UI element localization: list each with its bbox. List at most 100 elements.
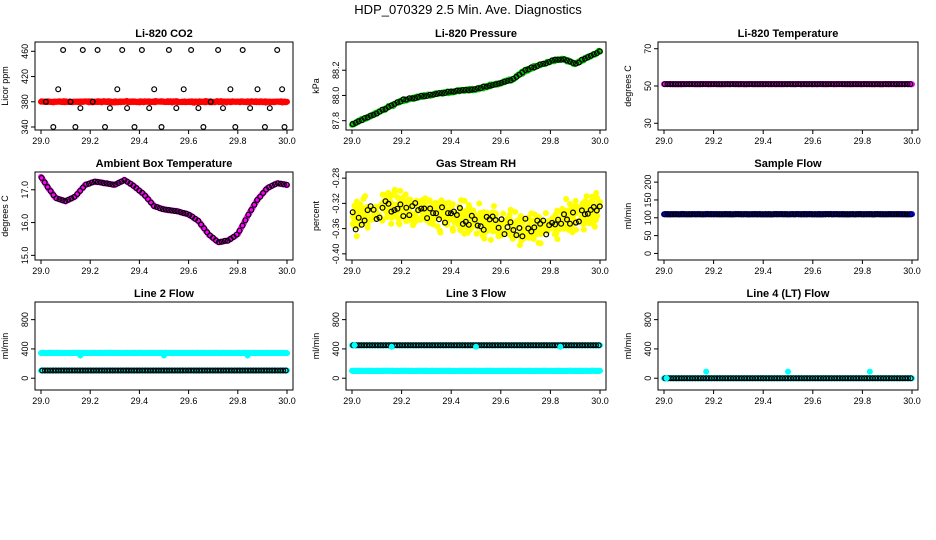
x-tick-label: 29.6 (492, 396, 510, 406)
data-point (489, 213, 496, 220)
data-point (584, 54, 591, 61)
x-tick-label: 29.0 (32, 396, 50, 406)
data-point (221, 237, 228, 244)
x-tick-label: 30.0 (278, 396, 296, 406)
data-point (537, 61, 544, 68)
x-tick-label: 29.8 (229, 136, 247, 146)
data-point (442, 219, 449, 226)
y-tick-label: 0 (20, 376, 30, 381)
data-point (271, 181, 278, 188)
data-point (434, 223, 441, 230)
data-point (483, 83, 490, 90)
data-point (667, 211, 674, 218)
data-point (215, 46, 222, 53)
data-point (79, 46, 86, 53)
data-points (37, 173, 291, 246)
data-point (841, 211, 848, 218)
chart-title: Li-820 Pressure (435, 28, 517, 40)
data-point (171, 208, 178, 215)
data-point (47, 367, 54, 374)
data-point (379, 204, 386, 211)
data-point (421, 93, 428, 100)
data-point (413, 214, 420, 221)
y-tick-label: 400 (20, 341, 30, 356)
data-point (901, 81, 908, 88)
data-point (424, 92, 431, 99)
data-point (487, 236, 494, 243)
data-point (901, 211, 908, 218)
data-point (781, 211, 788, 218)
data-point (271, 367, 278, 374)
data-point (504, 224, 511, 231)
data-point (174, 208, 181, 215)
data-point (710, 81, 717, 88)
data-point (207, 98, 214, 105)
data-point (468, 212, 475, 219)
data-point (825, 81, 832, 88)
x-tick-label: 29.0 (655, 136, 673, 146)
data-point (507, 206, 514, 213)
data-point (738, 81, 745, 88)
data-point (507, 77, 514, 84)
data-point (119, 46, 126, 53)
plot-frame (34, 41, 294, 131)
data-point (284, 350, 291, 357)
data-point (476, 200, 483, 207)
data-point (459, 87, 466, 94)
y-tick-label: 380 (20, 94, 30, 109)
plot-frame (345, 171, 607, 261)
x-tick-label: 29.4 (131, 136, 149, 146)
data-point (62, 198, 69, 205)
y-tick-label: 420 (20, 69, 30, 84)
y-tick-label: -0.28 (331, 168, 341, 189)
data-point (68, 195, 75, 202)
data-point (42, 98, 49, 105)
data-point (52, 367, 59, 374)
data-point (773, 81, 780, 88)
data-point (554, 236, 561, 243)
data-point (421, 205, 428, 212)
data-point (778, 211, 785, 218)
data-point (284, 98, 291, 105)
y-tick-label: 150 (643, 192, 653, 207)
x-tick-label: 29.2 (81, 266, 99, 276)
data-point (477, 223, 484, 230)
series-overlay (661, 211, 914, 218)
plot-frame (34, 301, 294, 391)
data-point (847, 81, 854, 88)
data-point (439, 204, 446, 211)
data-point (593, 190, 600, 197)
data-point (716, 81, 723, 88)
data-point (59, 197, 66, 204)
data-point (367, 112, 374, 119)
data-point (244, 352, 251, 359)
data-point (173, 105, 180, 112)
data-point (566, 58, 573, 65)
data-point (811, 81, 818, 88)
data-point (490, 228, 497, 235)
data-point (718, 81, 725, 88)
data-point (691, 211, 698, 218)
x-tick-label: 29.8 (229, 266, 247, 276)
series-overlay (42, 46, 288, 130)
data-point (573, 226, 580, 233)
data-point (430, 210, 437, 217)
data-point (498, 79, 505, 86)
data-point (531, 224, 538, 231)
data-point (664, 211, 671, 218)
data-point (513, 232, 520, 239)
data-point (72, 123, 79, 130)
data-point (180, 210, 187, 217)
y-axis-label: degrees C (0, 195, 10, 237)
data-point (360, 195, 367, 202)
data-point (449, 201, 456, 208)
data-point (247, 105, 254, 112)
data-point (563, 196, 570, 203)
data-point (254, 86, 261, 93)
data-point (893, 211, 900, 218)
y-tick-label: 50 (643, 81, 653, 91)
data-point (427, 205, 434, 212)
data-point (450, 208, 457, 215)
